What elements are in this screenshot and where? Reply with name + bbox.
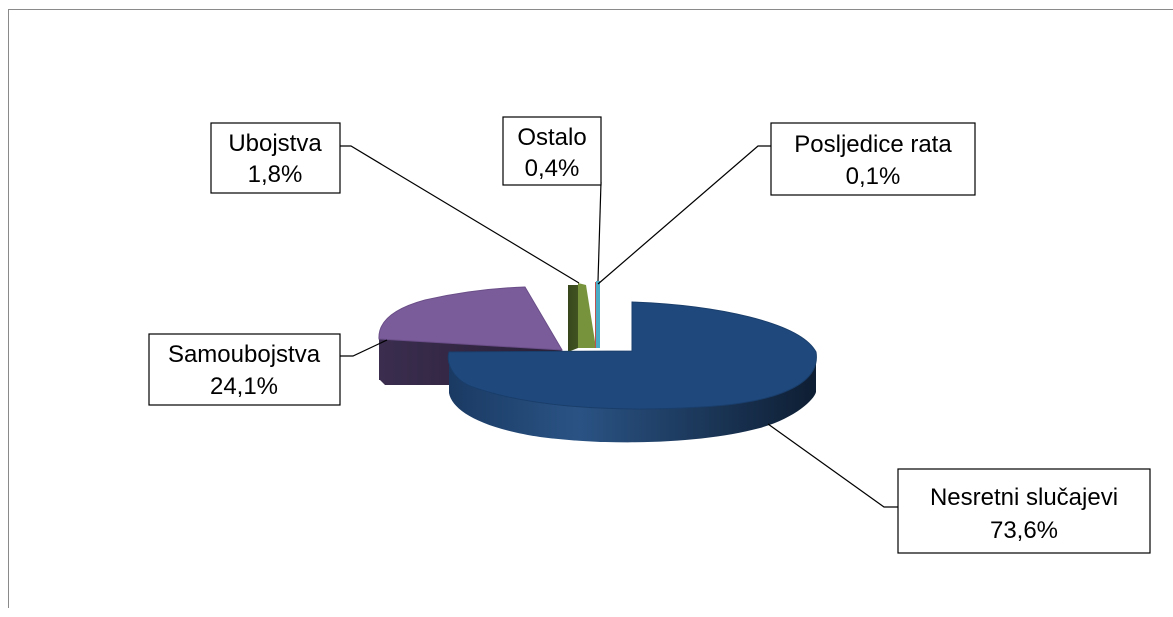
label-ostalo-value: 0,4% <box>525 155 580 182</box>
label-samoubojstva-value: 24,1% <box>210 373 278 400</box>
label-nesretni-value: 73,6% <box>990 517 1058 544</box>
slice-top <box>378 286 563 351</box>
leader-line-ostalo <box>597 181 602 282</box>
data-label-samoubojstva: Samoubojstva 24,1% <box>148 333 341 406</box>
leader-line-ubojstva <box>340 145 580 284</box>
leader-line-samoubojstva <box>340 339 388 357</box>
pie-slice-nesretni-slucajevi <box>447 301 817 443</box>
label-ostalo-name: Ostalo <box>517 124 586 151</box>
leader-lines <box>340 145 899 508</box>
label-ubojstva-value: 1,8% <box>248 161 303 188</box>
data-label-ostalo: Ostalo 0,4% <box>502 116 602 186</box>
slice-top <box>447 301 817 410</box>
leader-line-nesretni <box>767 423 899 508</box>
pie-slice-posljedice-rata <box>596 281 600 348</box>
label-posljedice-name: Posljedice rata <box>794 131 952 158</box>
data-label-nesretni: Nesretni slučajevi 73,6% <box>897 468 1151 554</box>
leader-line-posljedice <box>597 145 771 285</box>
label-ubojstva-name: Ubojstva <box>228 130 322 157</box>
slice-body <box>596 281 600 348</box>
data-label-posljedice-rata: Posljedice rata 0,1% <box>770 122 976 196</box>
data-label-ubojstva: Ubojstva 1,8% <box>210 122 341 194</box>
pie-slice-ubojstva <box>568 283 596 352</box>
label-posljedice-value: 0,1% <box>846 163 901 190</box>
slice-top <box>578 283 596 348</box>
label-samoubojstva-name: Samoubojstva <box>168 341 321 368</box>
label-nesretni-name: Nesretni slučajevi <box>930 484 1118 511</box>
